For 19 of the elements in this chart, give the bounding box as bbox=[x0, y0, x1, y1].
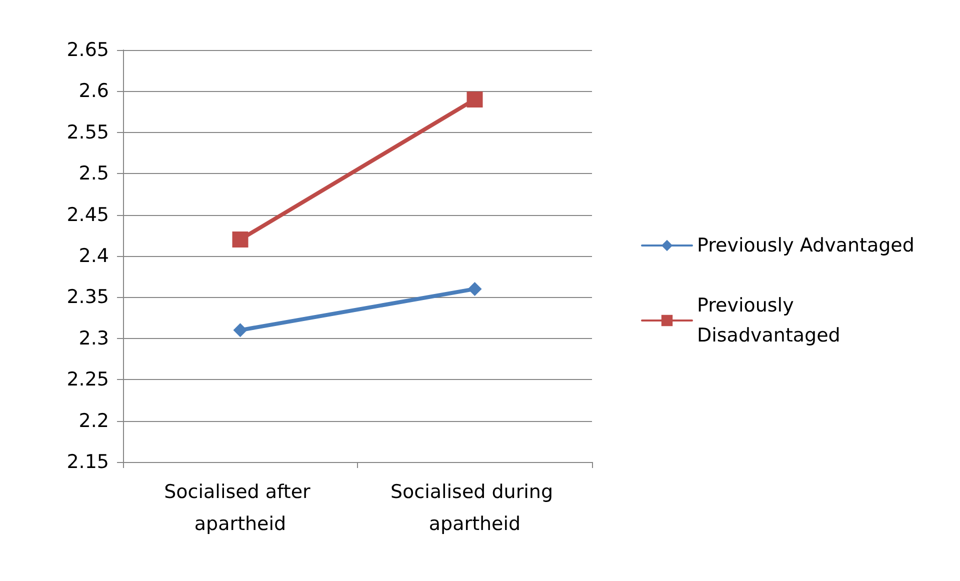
point bbox=[466, 91, 483, 108]
x-tick-label: Socialised after apartheid bbox=[164, 481, 316, 535]
y-tick-label: 2.3 bbox=[78, 327, 109, 350]
y-tick-label: 2.65 bbox=[66, 39, 109, 61]
x-tick-label: Socialised during apartheid bbox=[390, 481, 560, 535]
y-tick-label: 2.45 bbox=[66, 204, 109, 226]
legend-label: Previously Advantaged bbox=[697, 234, 914, 256]
point bbox=[232, 232, 248, 248]
point bbox=[233, 323, 248, 338]
y-tick-label: 2.2 bbox=[78, 410, 109, 432]
y-tick-label: 2.5 bbox=[78, 162, 109, 185]
y-tick-label: 2.15 bbox=[66, 451, 109, 473]
y-tick-label: 2.4 bbox=[78, 245, 109, 267]
y-tick-label: 2.35 bbox=[66, 286, 109, 308]
y-tick-label: 2.25 bbox=[66, 368, 109, 391]
y-tick-label: 2.6 bbox=[78, 80, 109, 102]
legend-label: Previously Disadvantaged bbox=[697, 294, 840, 346]
point bbox=[468, 282, 482, 296]
y-tick-label: 2.55 bbox=[66, 121, 109, 144]
